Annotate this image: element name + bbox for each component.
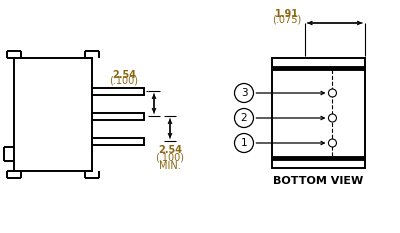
Circle shape — [328, 139, 336, 147]
Text: (.100): (.100) — [156, 153, 184, 163]
Text: MIN.: MIN. — [159, 161, 181, 171]
Text: (.075): (.075) — [272, 15, 301, 25]
Text: 2.54: 2.54 — [158, 145, 182, 155]
Circle shape — [234, 83, 254, 103]
Bar — [92, 113, 144, 120]
Bar — [14, 58, 92, 171]
Circle shape — [234, 134, 254, 153]
Text: 1.91: 1.91 — [274, 9, 298, 19]
Text: (.100): (.100) — [110, 75, 138, 86]
Text: BOTTOM VIEW: BOTTOM VIEW — [273, 176, 364, 186]
Text: 1: 1 — [241, 138, 247, 148]
Circle shape — [234, 109, 254, 127]
Circle shape — [328, 89, 336, 97]
Bar — [92, 88, 144, 95]
Circle shape — [328, 114, 336, 122]
Text: 3: 3 — [241, 88, 247, 98]
Bar — [272, 58, 365, 168]
Bar — [92, 137, 144, 144]
Text: 2: 2 — [241, 113, 247, 123]
Text: 2.54: 2.54 — [112, 69, 136, 79]
